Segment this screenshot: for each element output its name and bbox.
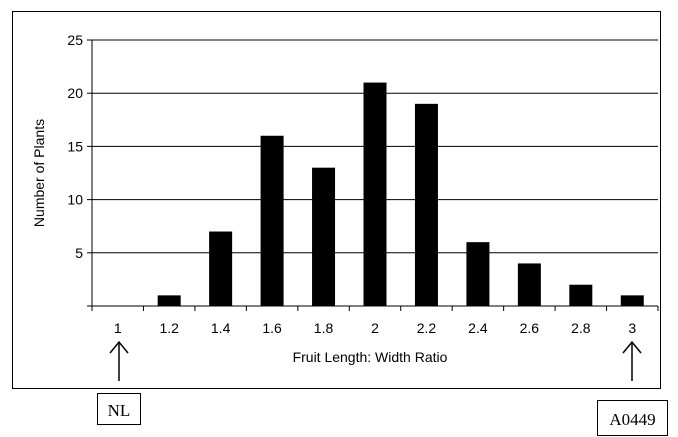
- right-parent-box: [597, 400, 668, 436]
- bar: [209, 231, 233, 306]
- y-tick-label: 25: [67, 32, 83, 48]
- x-tick-label: 3: [628, 320, 636, 336]
- x-tick-label: 1.6: [262, 320, 282, 336]
- bar: [312, 167, 336, 306]
- y-tick-label: 20: [67, 85, 83, 101]
- x-tick-label: 1.4: [211, 320, 231, 336]
- y-tick-label: 10: [67, 192, 83, 208]
- x-tick-label: 1.8: [314, 320, 334, 336]
- bars: [157, 82, 644, 306]
- x-tick-label: 1.2: [159, 320, 179, 336]
- y-tick-label: 5: [75, 245, 83, 261]
- x-tick-labels: 1 1.2 1.4 1.6 1.8 2 2.2 2.4 2.6 2.8 3: [114, 320, 637, 336]
- x-tick-label: 1: [114, 320, 122, 336]
- y-tick-labels: 5 10 15 20 25: [67, 32, 83, 261]
- bar: [569, 284, 593, 306]
- x-tick-label: 2: [371, 320, 379, 336]
- y-axis-label: Number of Plants: [31, 119, 47, 227]
- bar: [414, 103, 438, 306]
- x-axis-label: Fruit Length: Width Ratio: [293, 349, 448, 365]
- chart-border: [12, 11, 661, 389]
- arrow-up-icon: [622, 340, 642, 381]
- x-tick-label: 2.8: [571, 320, 591, 336]
- ticks: [87, 39, 659, 311]
- x-tick-label: 2.6: [520, 320, 540, 336]
- bar: [466, 242, 490, 306]
- arrow-up-icon: [109, 340, 129, 381]
- right-parent-label: A0449: [609, 410, 655, 429]
- y-tick-label: 15: [67, 138, 83, 154]
- bar: [517, 263, 541, 306]
- bar: [620, 295, 644, 306]
- bar: [363, 82, 387, 306]
- bar: [260, 135, 284, 306]
- x-tick-label: 2.2: [417, 320, 437, 336]
- left-parent-label: NL: [108, 401, 131, 420]
- x-tick-label: 2.4: [468, 320, 488, 336]
- bar: [157, 295, 181, 306]
- left-parent-box: [97, 393, 141, 425]
